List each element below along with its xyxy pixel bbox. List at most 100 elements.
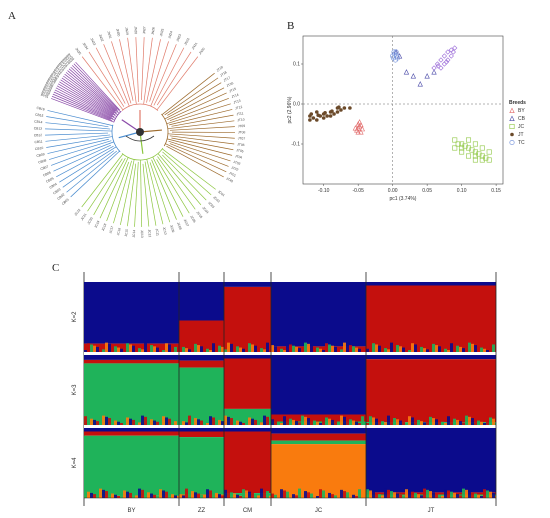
admixture-strip — [182, 346, 185, 352]
admixture-strip — [105, 342, 108, 352]
admixture-strip — [283, 416, 286, 425]
admixture-strip — [87, 417, 90, 425]
data-point — [452, 45, 458, 51]
tree-leaf-label: BY17 — [61, 58, 70, 67]
admixture-strip — [340, 415, 343, 425]
tree-leaf-label: JN29 — [124, 27, 129, 35]
admixture-strip — [313, 420, 316, 425]
admixture-block — [271, 444, 366, 498]
admixture-strip — [233, 345, 236, 352]
data-point — [308, 118, 312, 122]
admixture-strip — [90, 492, 93, 498]
tree-branch — [45, 128, 113, 132]
admixture-strip — [316, 496, 319, 498]
tree-leaf-label: BY07 — [46, 79, 55, 86]
tree-leaf-label: JN35 — [74, 47, 82, 56]
tree-leaf-label: CB14 — [34, 119, 43, 124]
data-point — [450, 49, 456, 55]
admixture-strip — [426, 349, 429, 352]
tree-branch — [68, 68, 120, 114]
data-point — [486, 157, 492, 163]
admixture-strip — [179, 345, 182, 352]
admixture-strip — [396, 345, 399, 352]
admixture-strip — [159, 489, 162, 498]
admixture-strip — [182, 495, 185, 498]
admixture-strip — [429, 491, 432, 498]
legend-item: BY — [509, 107, 525, 114]
admixture-strip — [328, 492, 331, 498]
admixture-strip — [387, 415, 390, 425]
admixture-strip — [310, 493, 313, 498]
tree-branch — [156, 56, 199, 110]
admixture-strip — [171, 419, 174, 425]
admixture-strip — [141, 349, 144, 352]
tree-branch — [127, 163, 137, 227]
tree-branch — [149, 41, 169, 102]
admixture-strip — [168, 344, 171, 352]
tree-branch — [169, 98, 229, 121]
tree-leaf-label: CB10 — [35, 146, 44, 151]
admixture-strip — [435, 345, 438, 352]
legend-label: BY — [518, 108, 525, 114]
admixture-strip — [114, 420, 117, 425]
admixture-block — [271, 428, 366, 434]
admixture-strip — [191, 342, 194, 352]
admixture-strip — [277, 347, 280, 352]
admixture-strip — [310, 419, 313, 425]
admixture-strip — [194, 492, 197, 498]
admixture-strip — [423, 348, 426, 352]
data-point — [309, 112, 314, 116]
legend-item: CB — [509, 115, 526, 122]
admixture-strip — [477, 494, 480, 498]
y-tick-label: 0.1 — [293, 62, 300, 68]
admixture-strip — [114, 346, 117, 352]
tree-leaf-label: JC18 — [101, 223, 108, 232]
admixture-strip — [355, 421, 358, 425]
tree-leaf-label: JC07 — [183, 218, 190, 227]
admixture-strip — [102, 489, 105, 498]
tree-branch — [134, 161, 139, 227]
admixture-strip — [185, 348, 188, 352]
tree-leaf-label: JC01 — [217, 190, 226, 198]
data-point — [452, 137, 458, 143]
admixture-strip — [96, 421, 99, 425]
admixture-strip — [248, 343, 251, 352]
admixture-block — [224, 282, 271, 287]
admixture-block — [179, 355, 224, 361]
tree-branch — [127, 37, 137, 105]
admixture-strip — [331, 419, 334, 425]
admixture-strip — [271, 345, 274, 352]
tree-leaf-label: JC13 — [140, 230, 144, 238]
tree-branch — [53, 144, 111, 172]
tree-leaf-label: JT11 — [236, 111, 244, 116]
admixture-strip — [435, 493, 438, 498]
y-tick-label: -0.1 — [291, 142, 300, 148]
tree-branch — [81, 153, 124, 208]
admixture-strip — [444, 489, 447, 498]
tree-branch — [167, 120, 235, 130]
admixture-strip — [337, 348, 340, 352]
admixture-strip — [462, 348, 465, 352]
admixture-strip — [218, 419, 221, 425]
admixture-strip — [153, 420, 156, 425]
tree-leaf-label: JT01 — [228, 171, 236, 178]
data-point — [358, 121, 364, 128]
admixture-strip — [254, 494, 257, 498]
tree-branch — [167, 92, 227, 120]
admixture-strip — [120, 489, 123, 498]
tree-branch — [64, 73, 118, 116]
admixture-strip — [138, 422, 141, 425]
admixture-strip — [399, 494, 402, 498]
tree-leaf-label: JC15 — [124, 229, 129, 237]
admixture-block — [179, 360, 224, 368]
admixture-strip — [242, 489, 245, 498]
data-point — [509, 140, 515, 146]
legend-label: JC — [518, 124, 525, 130]
admixture-strip — [168, 418, 171, 425]
admixture-strip — [390, 491, 393, 498]
tree-leaf-label: JC05 — [195, 210, 203, 219]
admixture-strip — [224, 489, 227, 498]
admixture-strip — [245, 416, 248, 425]
admixture-strip — [215, 492, 218, 498]
